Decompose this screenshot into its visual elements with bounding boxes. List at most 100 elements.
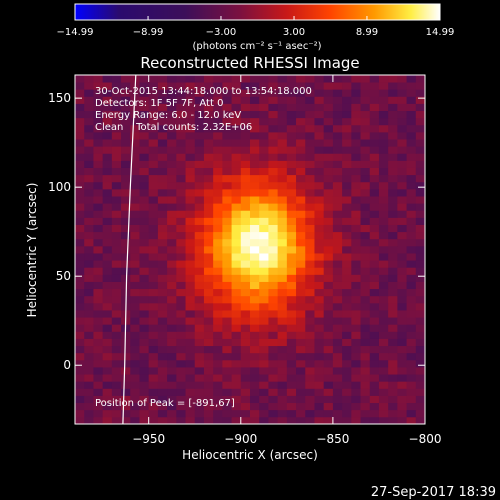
heatmap-cell	[360, 82, 371, 90]
heatmap-cell	[121, 124, 131, 133]
heatmap-cell	[415, 131, 425, 140]
heatmap-cell	[167, 253, 177, 261]
heatmap-cell	[93, 302, 104, 311]
heatmap-cell	[102, 82, 113, 90]
heatmap-cell	[360, 352, 371, 361]
heatmap-cell	[157, 352, 168, 361]
heatmap-cell	[268, 288, 279, 297]
heatmap-cell	[203, 181, 214, 190]
heatmap-cell	[268, 210, 279, 218]
y-tick-label: 0	[63, 358, 71, 372]
heatmap-cell	[130, 388, 140, 396]
heatmap-cell	[102, 317, 113, 325]
heatmap-cell	[231, 416, 242, 424]
heatmap-cell	[369, 217, 380, 225]
heatmap-cell	[139, 402, 150, 411]
heatmap-cell	[369, 338, 380, 347]
heatmap-cell	[277, 359, 288, 368]
heatmap-cell	[75, 217, 85, 225]
heatmap-cell	[259, 96, 269, 104]
heatmap-cell	[296, 181, 306, 190]
heatmap-cell	[121, 409, 131, 418]
heatmap-cell	[176, 395, 186, 404]
heatmap-cell	[406, 231, 417, 240]
heatmap-cell	[222, 367, 232, 375]
heatmap-cell	[305, 89, 315, 97]
heatmap-cell	[286, 288, 297, 297]
heatmap-cell	[231, 359, 242, 368]
heatmap-cell	[240, 317, 251, 325]
heatmap-cell	[351, 181, 361, 190]
heatmap-cell	[111, 124, 122, 133]
heatmap-cell	[176, 131, 186, 140]
heatmap-cell	[268, 181, 279, 190]
heatmap-cell	[148, 267, 159, 275]
heatmap-cell	[176, 388, 186, 396]
heatmap-cell	[351, 395, 361, 404]
heatmap-cell	[305, 131, 315, 140]
heatmap-cell	[213, 167, 223, 176]
heatmap-cell	[342, 117, 352, 126]
heatmap-cell	[185, 196, 196, 204]
heatmap-cell	[397, 288, 407, 297]
heatmap-cell	[102, 416, 113, 424]
heatmap-cell	[176, 260, 186, 268]
heatmap-cell	[240, 416, 251, 424]
heatmap-cell	[378, 409, 389, 418]
heatmap-cell	[332, 345, 343, 354]
heatmap-cell	[406, 131, 417, 140]
heatmap-cell	[102, 388, 113, 396]
heatmap-cell	[194, 338, 205, 347]
heatmap-cell	[378, 345, 389, 354]
heatmap-cell	[148, 196, 159, 204]
heatmap-cell	[185, 317, 196, 325]
heatmap-cell	[305, 288, 315, 297]
heatmap-cell	[388, 96, 398, 104]
heatmap-cell	[213, 238, 223, 247]
heatmap-cell	[323, 217, 334, 225]
heatmap-cell	[203, 217, 214, 225]
heatmap-cell	[259, 203, 269, 211]
heatmap-cell	[148, 174, 159, 183]
heatmap-cell	[286, 110, 297, 119]
heatmap-cell	[360, 359, 371, 368]
heatmap-cell	[250, 174, 260, 183]
heatmap-cell	[130, 124, 140, 133]
heatmap-cell	[167, 388, 177, 396]
heatmap-cell	[296, 210, 306, 218]
heatmap-cell	[415, 395, 425, 404]
heatmap-cell	[102, 367, 113, 375]
heatmap-cell	[259, 359, 269, 368]
heatmap-cell	[213, 345, 223, 354]
heatmap-cell	[360, 395, 371, 404]
heatmap-cell	[240, 374, 251, 382]
heatmap-cell	[185, 139, 196, 147]
heatmap-cell	[176, 139, 186, 147]
heatmap-cell	[378, 89, 389, 97]
x-tick-label: −800	[409, 432, 442, 446]
heatmap-cell	[121, 196, 131, 204]
heatmap-cell	[323, 274, 334, 282]
heatmap-cell	[148, 139, 159, 147]
heatmap-cell	[167, 267, 177, 275]
heatmap-cell	[342, 274, 352, 282]
heatmap-cell	[305, 124, 315, 133]
heatmap-cell	[369, 203, 380, 211]
heatmap-cell	[240, 75, 251, 83]
heatmap-cell	[121, 224, 131, 233]
heatmap-cell	[351, 139, 361, 147]
heatmap-cell	[332, 395, 343, 404]
heatmap-cell	[277, 139, 288, 147]
heatmap-cell	[84, 324, 94, 332]
heatmap-cell	[406, 224, 417, 233]
heatmap-cell	[286, 395, 297, 404]
heatmap-cell	[240, 367, 251, 375]
heatmap-cell	[194, 416, 205, 424]
heatmap-cell	[415, 231, 425, 240]
heatmap-cell	[167, 295, 177, 304]
heatmap-cell	[130, 331, 140, 339]
heatmap-cell	[194, 82, 205, 90]
heatmap-cell	[93, 338, 104, 347]
heatmap-cell	[121, 103, 131, 112]
heatmap-cell	[222, 395, 232, 404]
